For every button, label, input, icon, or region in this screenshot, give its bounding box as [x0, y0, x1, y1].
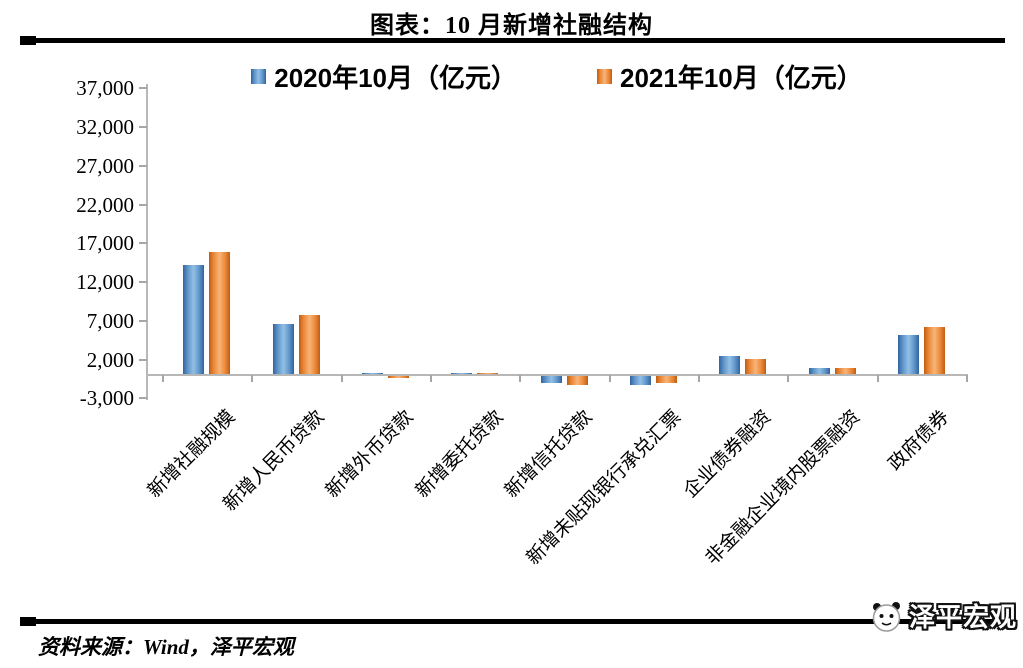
bar-s0-c1 [272, 323, 294, 375]
y-axis-tick-label: 2,000 [86, 347, 134, 372]
y-axis-tick [139, 358, 147, 361]
y-axis-tick [139, 242, 147, 245]
chart-legend: 2020年10月（亿元） 2021年10月（亿元） [148, 58, 966, 95]
legend-item-2020: 2020年10月（亿元） [251, 58, 517, 95]
x-axis-tick [787, 375, 790, 382]
x-axis-label: 非金融企业境内股票融资 [701, 406, 865, 570]
x-axis-tick [966, 375, 968, 382]
x-axis-tick [876, 375, 879, 382]
y-axis-tick-label: 32,000 [76, 115, 134, 139]
bar-s1-c5 [655, 376, 677, 383]
x-axis-tick [430, 375, 432, 382]
x-axis-tick [608, 375, 611, 382]
zeping-macro-logo: 泽平宏观 [869, 597, 1017, 634]
y-axis-tick [139, 319, 147, 322]
y-axis-line [146, 84, 148, 401]
y-axis-tick-label: 7,000 [86, 308, 134, 333]
bar-s0-c7 [808, 368, 830, 375]
bar-s1-c7 [834, 368, 856, 375]
y-axis-tick [139, 397, 147, 400]
x-axis-label: 新增未贴现银行承兑汇票 [523, 406, 686, 570]
source-note: 资料来源：Wind，泽平宏观 [38, 635, 294, 659]
bar-s0-c0 [183, 264, 205, 375]
bar-s0-c2 [361, 372, 383, 375]
y-axis-tick-label: 22,000 [76, 192, 134, 217]
bar-s0-c6 [719, 356, 741, 375]
y-axis-tick-label: 12,000 [76, 270, 134, 294]
bottom-divider [20, 619, 1005, 624]
x-axis-label: 新增外币贷款 [322, 406, 418, 503]
y-axis-tick-label: 37,000 [76, 76, 134, 101]
legend-swatch-2020-icon [251, 69, 267, 84]
y-axis-tick [139, 87, 147, 90]
y-axis-tick [139, 126, 147, 128]
bar-s1-c2 [387, 376, 409, 378]
legend-label-2020: 2020年10月（亿元） [274, 63, 517, 93]
x-axis-label: 新增委托贷款 [411, 406, 508, 503]
x-axis-tick [251, 375, 254, 382]
bar-s1-c8 [923, 326, 945, 375]
chart-title: 图表：10 月新增社融结构 [370, 13, 653, 39]
y-axis-tick [139, 203, 147, 206]
x-axis-tick [340, 375, 343, 382]
legend-item-2021: 2021年10月（亿元） [597, 58, 863, 95]
x-axis-tick [519, 375, 522, 382]
y-axis-tick-label: 27,000 [76, 153, 134, 178]
y-axis-tick [139, 164, 147, 167]
logo-text: 泽平宏观 [908, 602, 1017, 632]
legend-swatch-2021-icon [597, 69, 612, 84]
bar-s0-c4 [540, 376, 562, 383]
bar-s1-c1 [298, 314, 320, 375]
x-axis-line [148, 374, 968, 376]
legend-label-2021: 2021年10月（亿元） [620, 63, 863, 93]
bar-s0-c8 [897, 335, 919, 375]
panda-face-icon [872, 601, 901, 632]
bar-s1-c0 [209, 251, 231, 375]
bar-s1-c4 [566, 376, 588, 385]
top-divider [20, 38, 1005, 43]
y-axis-tick-label: -3,000 [79, 386, 134, 411]
x-axis-label: 政府债券 [885, 406, 954, 476]
bar-s0-c5 [629, 376, 651, 385]
x-axis-tick [162, 375, 164, 382]
x-axis-tick [698, 375, 700, 382]
y-axis-tick [139, 281, 147, 283]
bar-s1-c6 [745, 358, 767, 375]
y-axis-tick-label: 17,000 [76, 231, 134, 256]
